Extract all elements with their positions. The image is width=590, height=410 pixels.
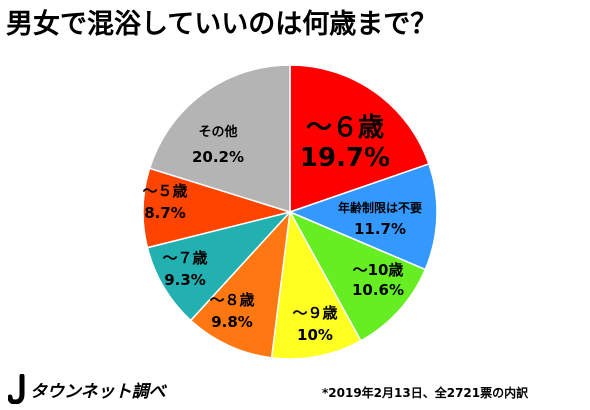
slice-value-label: 19.7% (300, 143, 390, 173)
pie-slices (142, 64, 438, 360)
logo-text: タウンネット調べ (30, 381, 166, 402)
slice-label: 年齢制限は不要 (338, 200, 422, 215)
slice-label: ～６歳 (306, 113, 384, 143)
slice-value-label: 8.7% (144, 204, 186, 222)
pie-labels: ～６歳19.7%年齢制限は不要11.7%～10歳10.6%～９歳10%～８歳9.… (142, 113, 422, 344)
footnote: *2019年2月13日、全2721票の内訳 (322, 386, 529, 400)
slice-label: ～７歳 (162, 249, 207, 267)
slice-label: ～５歳 (142, 182, 187, 200)
slice-label: ～９歳 (292, 304, 337, 322)
logo: タウンネット調べ (8, 374, 166, 404)
slice-label: ～８歳 (209, 291, 254, 309)
slice-label: ～10歳 (353, 261, 404, 279)
slice-value-label: 9.3% (164, 271, 206, 289)
slice-value-label: 11.7% (354, 220, 406, 238)
chart-title: 男女で混浴していいのは何歳まで？ (6, 9, 438, 40)
pie-outline (142, 64, 438, 360)
slice-value-label: 10% (297, 326, 333, 344)
slice-label: その他 (198, 124, 237, 140)
slice-value-label: 20.2% (192, 148, 244, 166)
slice-value-label: 10.6% (352, 281, 404, 299)
j-townnet-logo-icon (8, 374, 25, 404)
slice-value-label: 9.8% (211, 313, 253, 331)
